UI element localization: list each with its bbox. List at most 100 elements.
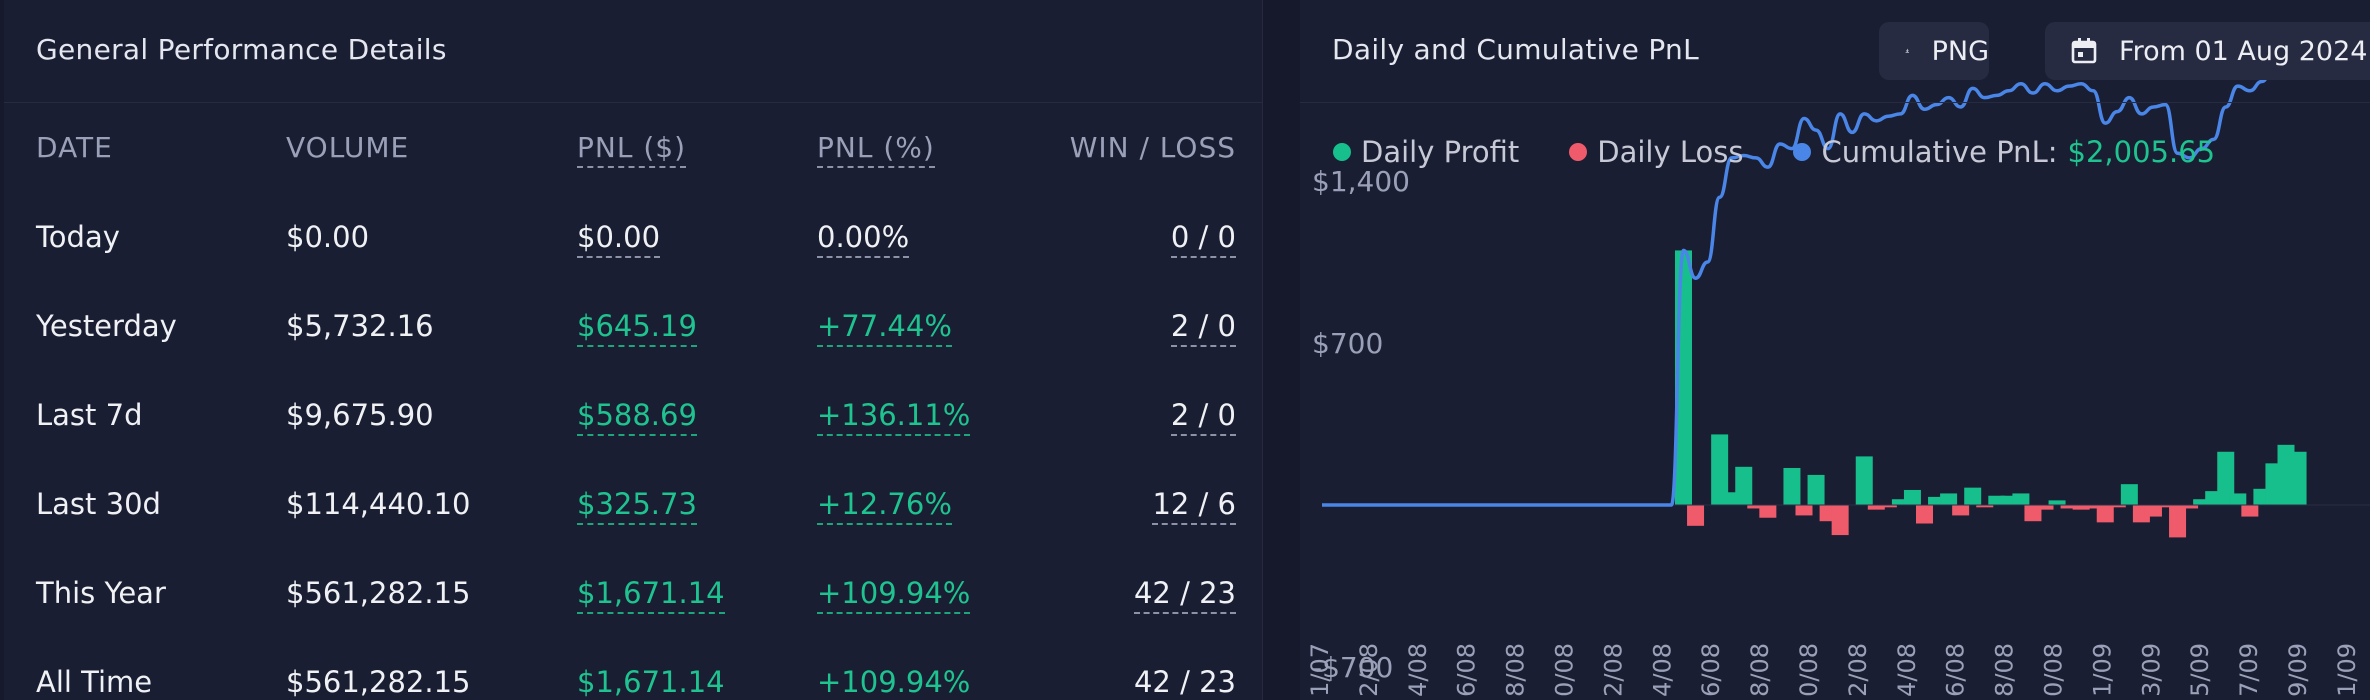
loss-bar xyxy=(2072,505,2090,510)
row-win-loss-cell: 0 / 0 xyxy=(1057,192,1236,281)
row-pnl-usd[interactable]: $588.69 xyxy=(577,397,697,436)
x-tick-label: 4/08 xyxy=(1404,643,1432,697)
loss-bar xyxy=(2169,505,2187,538)
y-tick-label: $700 xyxy=(1312,327,1383,360)
profit-bar xyxy=(2012,493,2030,505)
row-win-loss[interactable]: 42 / 23 xyxy=(1133,664,1236,700)
table-row: Yesterday $5,732.16 $645.19 +77.44% 2 / 0 xyxy=(36,281,1236,370)
loss-bar xyxy=(2036,505,2054,510)
x-tick-label: 6/08 xyxy=(1697,643,1725,697)
profit-bar xyxy=(2048,500,2066,505)
loss-bar xyxy=(2157,505,2174,508)
x-tick-label: 2/08 xyxy=(1355,643,1383,697)
profit-bar xyxy=(1735,466,1753,505)
x-tick-label: 1/09 xyxy=(2088,643,2116,697)
row-win-loss-cell: 12 / 6 xyxy=(1057,459,1236,548)
row-win-loss-cell: 2 / 0 xyxy=(1057,281,1236,370)
download-png-label: PNG xyxy=(1931,35,1989,67)
row-pnl-usd[interactable]: $1,671.14 xyxy=(577,575,725,614)
table-row: This Year $561,282.15 $1,671.14 +109.94% 42 … xyxy=(36,548,1236,637)
row-volume: $0.00 xyxy=(286,219,370,254)
y-tick-label: -$700 xyxy=(1312,651,1393,684)
date-range-label: From 01 Aug 2024 xyxy=(2119,35,2368,67)
row-pnl-pct[interactable]: +77.44% xyxy=(817,308,952,347)
profit-bar xyxy=(1891,499,1909,505)
column-header-date: DATE xyxy=(36,130,113,164)
column-header-pnl-pct-label[interactable]: PNL (%) xyxy=(817,130,935,168)
row-date: Last 30d xyxy=(36,486,161,521)
row-pnl-usd-cell: $1,671.14 xyxy=(577,548,817,637)
download-png-button[interactable]: PNG xyxy=(1879,22,1989,80)
legend-cumulative-value: $2,005.65 xyxy=(2067,135,2216,169)
row-date: Today xyxy=(36,219,120,254)
row-pnl-pct[interactable]: +109.94% xyxy=(817,575,971,614)
x-tick-label: 6/08 xyxy=(1453,643,1481,697)
legend-daily-loss[interactable]: Daily Loss xyxy=(1569,135,1743,169)
row-win-loss[interactable]: 42 / 23 xyxy=(1133,575,1236,614)
x-tick-label: 8/08 xyxy=(1502,643,1530,697)
chart-legend: Daily Profit Daily Loss Cumulative PnL: … xyxy=(1333,135,2265,169)
row-date: Yesterday xyxy=(36,308,177,343)
profit-bar xyxy=(1783,467,1801,505)
loss-bar xyxy=(2096,505,2114,523)
profit-bar xyxy=(2000,495,2018,505)
row-pnl-pct-cell: +12.76% xyxy=(817,459,1057,548)
loss-bar xyxy=(2084,505,2102,509)
column-header-pnl-usd[interactable]: PNL ($) xyxy=(577,102,817,192)
row-win-loss[interactable]: 2 / 0 xyxy=(1170,397,1236,436)
calendar-icon xyxy=(2071,38,2097,64)
table-row: All Time $561,282.15 $1,671.14 +109.94% 42 /… xyxy=(36,637,1236,700)
profit-bar xyxy=(1964,487,1982,505)
row-volume: $5,732.16 xyxy=(286,308,434,343)
profit-bar xyxy=(2229,493,2247,505)
x-tick-label: 1/07 xyxy=(1306,643,1334,697)
x-tick-label: 0/08 xyxy=(1551,643,1579,697)
x-tick-label: 8/08 xyxy=(1991,643,2019,697)
legend-cumulative-pnl[interactable]: Cumulative PnL: $2,005.65 xyxy=(1793,135,2215,169)
row-volume: $114,440.10 xyxy=(286,486,471,521)
row-pnl-usd[interactable]: $1,671.14 xyxy=(577,664,725,700)
row-date: Last 7d xyxy=(36,397,143,432)
row-win-loss-cell: 2 / 0 xyxy=(1057,370,1236,459)
row-date: This Year xyxy=(36,575,166,610)
profit-bar xyxy=(2217,451,2235,505)
row-pnl-pct-cell: +109.94% xyxy=(817,637,1057,700)
loss-bar xyxy=(2060,505,2078,509)
row-pnl-usd[interactable]: $0.00 xyxy=(577,219,661,258)
row-pnl-pct[interactable]: +136.11% xyxy=(817,397,971,436)
profit-bar xyxy=(2193,499,2211,505)
row-pnl-pct[interactable]: 0.00% xyxy=(817,219,910,258)
row-pnl-pct-cell: +109.94% xyxy=(817,548,1057,637)
row-pnl-usd[interactable]: $645.19 xyxy=(577,308,697,347)
row-volume: $561,282.15 xyxy=(286,575,471,610)
row-pnl-pct[interactable]: +12.76% xyxy=(817,486,952,525)
row-pnl-usd-cell: $325.73 xyxy=(577,459,817,548)
row-win-loss[interactable]: 12 / 6 xyxy=(1152,486,1236,525)
row-pnl-pct-cell: 0.00% xyxy=(817,192,1057,281)
row-pnl-usd-cell: $1,671.14 xyxy=(577,637,817,700)
column-header-pnl-usd-label[interactable]: PNL ($) xyxy=(577,130,686,168)
x-tick-label: 4/08 xyxy=(1648,643,1676,697)
x-tick-label: 4/08 xyxy=(1893,643,1921,697)
pnl-chart-header: Daily and Cumulative PnL PNG From 01 Aug… xyxy=(1300,0,2370,103)
row-pnl-usd-cell: $645.19 xyxy=(577,281,817,370)
loss-bar xyxy=(1916,505,1933,524)
row-pnl-pct[interactable]: +109.94% xyxy=(817,664,971,700)
pnl-chart-title: Daily and Cumulative PnL xyxy=(1332,33,1699,66)
date-range-button[interactable]: From 01 Aug 2024 xyxy=(2045,22,2370,80)
loss-bar xyxy=(2241,505,2259,517)
x-tick-label: 2/08 xyxy=(1599,643,1627,697)
table-header-row: DATE VOLUME PNL ($) PNL (%) WIN / LOSS xyxy=(36,102,1236,192)
x-tick-label: 9/09 xyxy=(2284,643,2312,697)
row-pnl-usd[interactable]: $325.73 xyxy=(577,486,697,525)
column-header-volume: VOLUME xyxy=(286,130,410,164)
row-win-loss[interactable]: 0 / 0 xyxy=(1170,219,1236,258)
row-win-loss[interactable]: 2 / 0 xyxy=(1170,308,1236,347)
performance-table: DATE VOLUME PNL ($) PNL (%) WIN / LOSS T… xyxy=(36,102,1236,700)
legend-daily-profit[interactable]: Daily Profit xyxy=(1333,135,1519,169)
performance-details-title: General Performance Details xyxy=(36,33,447,66)
column-header-pnl-pct[interactable]: PNL (%) xyxy=(817,102,1057,192)
x-tick-label: 2/08 xyxy=(1844,643,1872,697)
loss-bar xyxy=(1879,505,1897,508)
